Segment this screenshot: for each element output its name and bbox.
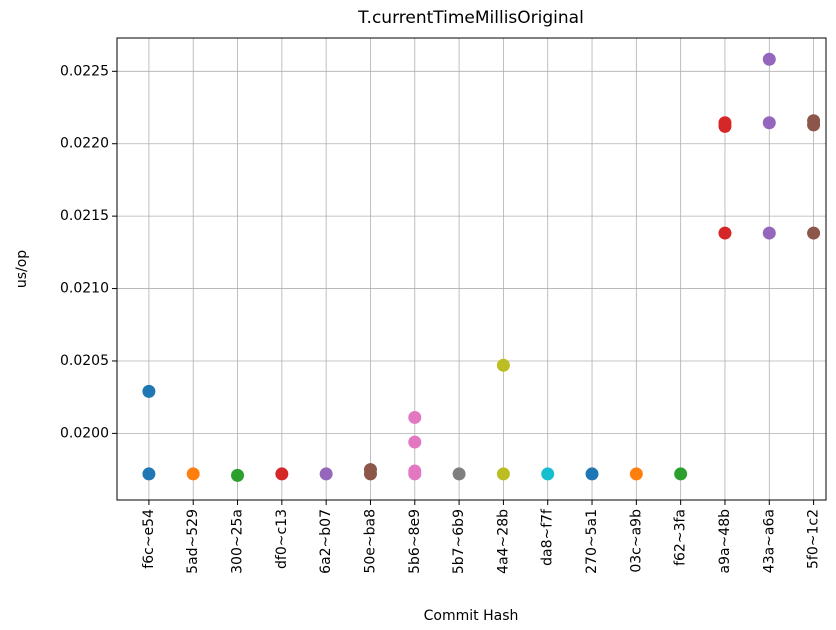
point: [585, 467, 599, 481]
chart-title: T.currentTimeMillisOriginal: [357, 8, 584, 28]
x-tick-label: 43a~a6a: [761, 509, 777, 573]
y-tick-label: 0.0215: [60, 208, 109, 224]
x-tick-label: 03c~a9b: [628, 509, 644, 573]
point: [762, 226, 776, 240]
point: [186, 467, 200, 481]
y-tick-label: 0.0220: [60, 136, 109, 152]
x-tick-label: f62~3fa: [673, 509, 689, 566]
x-tick-label: da8~f7f: [540, 508, 556, 566]
x-tick-label: 4a4~28b: [495, 509, 511, 574]
point: [408, 410, 422, 424]
point: [496, 358, 510, 372]
point: [363, 463, 377, 477]
x-axis-label: Commit Hash: [424, 608, 519, 624]
y-tick-label: 0.0210: [60, 281, 109, 297]
point: [142, 467, 156, 481]
x-tick-label: df0~c13: [274, 509, 290, 569]
point: [408, 464, 422, 478]
x-tick-label: 270~5a1: [584, 509, 600, 574]
point: [408, 435, 422, 449]
x-tick-label: 5b6~8e9: [407, 509, 423, 574]
y-axis-label: us/op: [14, 250, 30, 288]
x-tick-label: 50e~ba8: [362, 509, 378, 574]
x-tick-label: 300~25a: [230, 509, 246, 574]
point: [807, 114, 821, 128]
point: [762, 116, 776, 130]
point: [142, 384, 156, 398]
point: [807, 226, 821, 240]
x-tick-label: 5f0~1c2: [806, 509, 822, 569]
plot-frame: [116, 37, 827, 501]
point: [718, 226, 732, 240]
point: [452, 467, 466, 481]
point: [319, 467, 333, 481]
point: [496, 467, 510, 481]
point: [674, 467, 688, 481]
x-tick-label: 6a2~b07: [318, 509, 334, 574]
point: [231, 468, 245, 482]
x-tick-label: f6c~e54: [141, 509, 157, 569]
point: [629, 467, 643, 481]
point: [275, 467, 289, 481]
y-tick-label: 0.0200: [60, 425, 109, 441]
point: [762, 52, 776, 66]
y-tick-label: 0.0205: [60, 353, 109, 369]
y-tick-label: 0.0225: [60, 63, 109, 79]
x-tick-label: a9a~48b: [717, 509, 733, 574]
x-tick-label: 5b7~6b9: [451, 509, 467, 574]
point: [718, 116, 732, 130]
x-tick-label: 5ad~529: [185, 509, 201, 574]
point: [541, 467, 555, 481]
